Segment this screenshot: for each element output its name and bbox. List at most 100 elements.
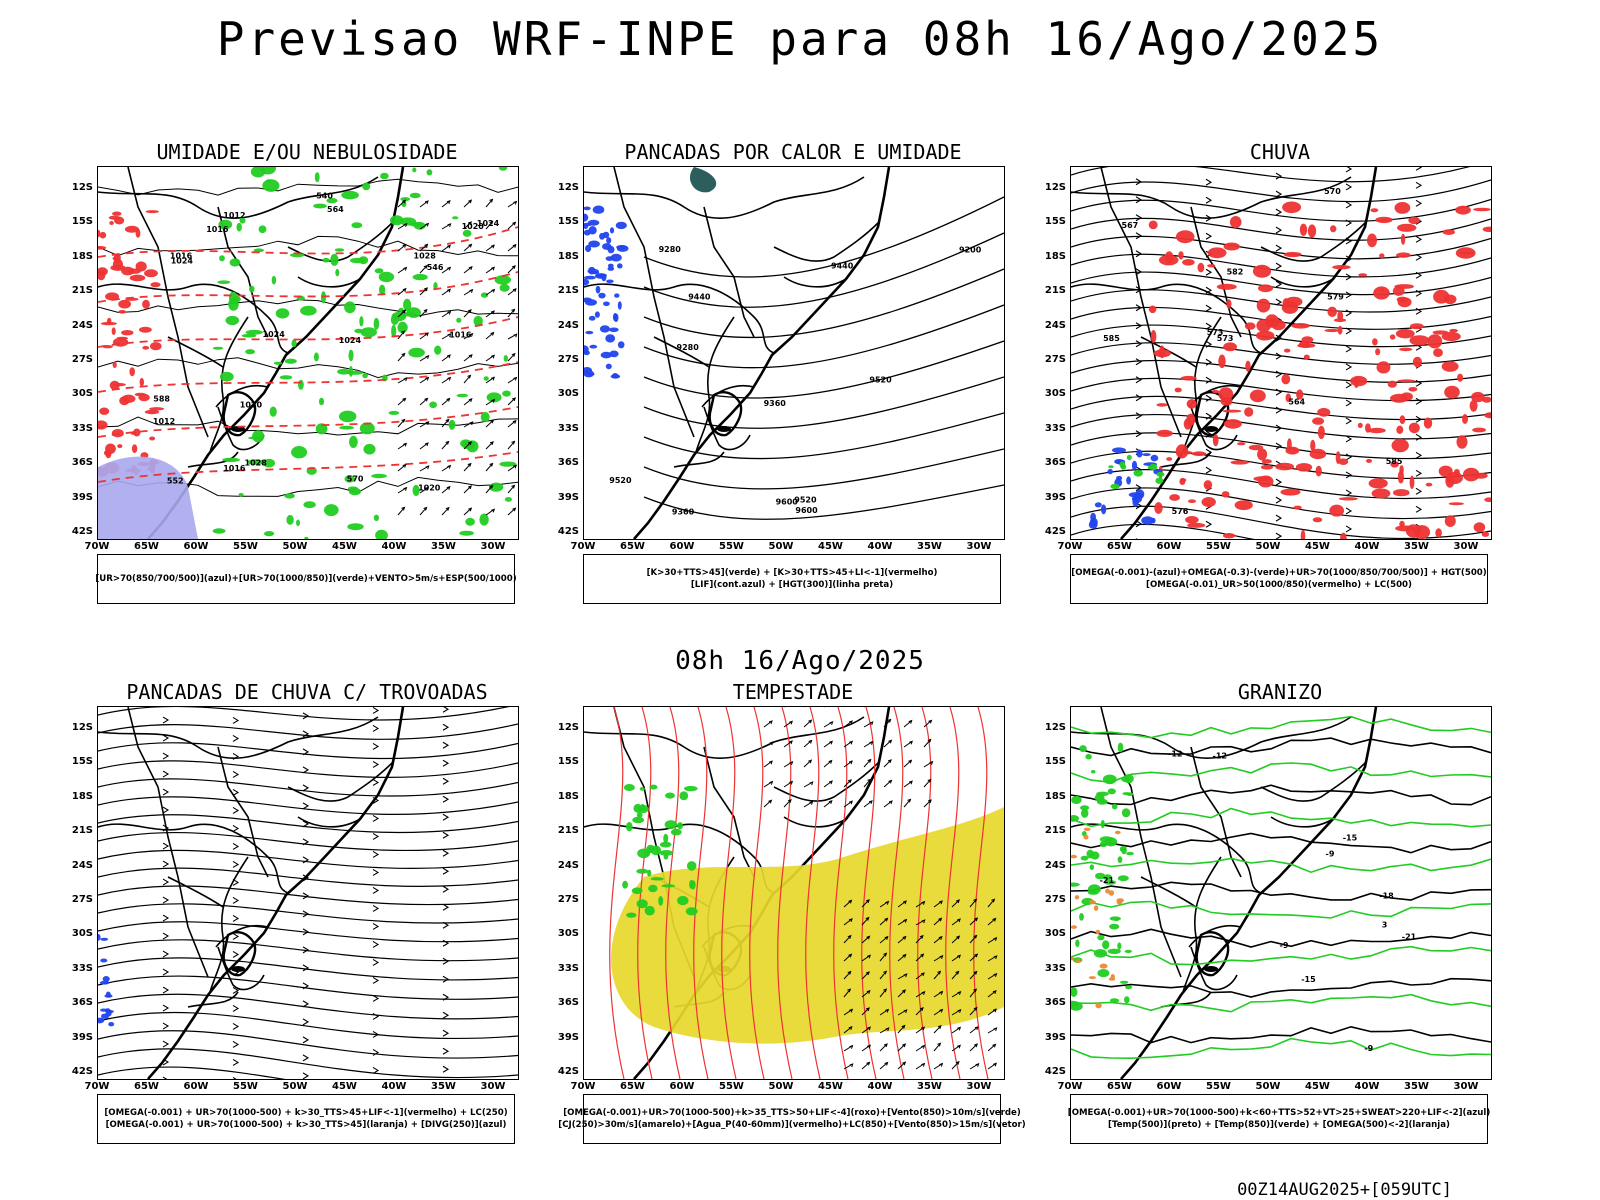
wind-vector — [507, 441, 515, 450]
lon-tick-label: 60W — [669, 1081, 695, 1092]
lon-tick-label: 30W — [966, 1081, 992, 1092]
contour-label: -21 — [1100, 876, 1115, 885]
green-humidity-cell — [462, 229, 472, 237]
red-humidity-cell — [149, 407, 165, 411]
green-humidity-cell — [296, 519, 300, 527]
green-humidity-cell — [219, 371, 234, 382]
wind-vector — [969, 898, 977, 908]
contour — [1071, 1037, 1491, 1060]
lat-tick-label: 30S — [71, 928, 93, 940]
lat-tick-label: 27S — [1044, 354, 1066, 365]
green-humidity-cell — [350, 257, 365, 264]
green-temp-cell — [1071, 987, 1078, 997]
hgt300-contour — [643, 448, 1004, 490]
red-humidity-cell — [116, 336, 128, 340]
lc850-streamline — [609, 707, 625, 1079]
streamline — [98, 723, 518, 740]
lat-tick-label: 15S — [557, 216, 579, 228]
lon-tick-label: 70W — [570, 1081, 596, 1092]
red-humidity-cell — [144, 409, 160, 415]
streamline — [98, 760, 518, 778]
blue-omega-cell — [1126, 476, 1131, 485]
legend-line: [OMEGA(-0.001)+UR>70(1000-500)+k>35_TTS>… — [563, 1108, 1021, 1118]
red-humidity-cell — [142, 299, 150, 309]
lc850-streamline — [637, 707, 653, 1079]
green-humidity-cell — [480, 292, 489, 298]
green-humidity-cell — [347, 523, 364, 531]
wind-vector — [933, 1025, 942, 1034]
green-wind-cell — [650, 877, 664, 881]
wind-vector — [763, 799, 772, 808]
green-humidity-cell — [212, 346, 224, 350]
wind-vector — [843, 988, 851, 998]
map-chuva: 585 585 579 576 573 573 570 567 564 582 — [1070, 166, 1492, 540]
lon-tick-label: 40W — [381, 541, 407, 552]
green-humidity-cell — [341, 190, 359, 200]
green-temp-cell — [1109, 998, 1120, 1003]
lon-tick-label: 55W — [233, 1081, 258, 1092]
red-rain-cell — [1484, 497, 1491, 502]
red-rain-cell — [1271, 319, 1286, 331]
lon-tick-label: 55W — [1206, 541, 1231, 552]
green-omega-cell — [1108, 465, 1114, 469]
red-humidity-cell — [112, 258, 123, 270]
green-humidity-cell — [379, 284, 386, 296]
wind-vector — [463, 244, 472, 252]
lc850-streamline — [693, 707, 709, 1079]
wind-vector — [463, 398, 473, 406]
wind-vector — [923, 779, 932, 788]
red-rain-cell — [1188, 499, 1196, 504]
green-humidity-cell — [258, 225, 267, 234]
red-rain-cell — [1337, 325, 1343, 335]
blue-lif-cell — [616, 245, 629, 252]
map-tempestade — [583, 706, 1005, 1080]
contour-label: 573 — [1217, 334, 1234, 343]
wind-vector — [987, 1044, 996, 1052]
green-humidity-cell — [324, 504, 339, 517]
red-rain-cell — [1164, 251, 1174, 264]
blue-divergence-cell — [98, 1017, 105, 1024]
lat-tick-label: 27S — [557, 894, 579, 905]
lon-tick-label: 65W — [620, 541, 645, 552]
panel-chuva: CHUVA 12S 15S 18S 21S 24S 27S 30S 33S 36S 39S 42S 70… — [1030, 140, 1530, 620]
contour-label: 1024 — [477, 219, 500, 228]
streamline — [1071, 271, 1491, 296]
red-humidity-cell — [98, 267, 108, 276]
wind-vector — [915, 1007, 924, 1016]
contour — [1071, 1025, 1491, 1044]
red-humidity-cell — [131, 444, 138, 453]
map-canvas — [98, 707, 518, 1079]
wind-vector — [861, 990, 871, 998]
wind-vector — [897, 936, 907, 944]
red-rain-cell — [1481, 531, 1490, 537]
red-rain-cell — [1395, 525, 1415, 532]
contour-label: 585 — [1103, 334, 1120, 343]
green-humidity-cell — [298, 379, 304, 390]
lon-tick-label: 60W — [1156, 1081, 1182, 1092]
green-humidity-cell — [314, 172, 320, 183]
lon-tick-label: 65W — [134, 541, 159, 552]
blue-lif-cell — [589, 344, 598, 349]
lon-tick-label: 55W — [719, 1081, 744, 1092]
red-rain-cell — [1453, 469, 1460, 476]
lon-tick-label: 40W — [867, 541, 893, 552]
green-humidity-cell — [222, 457, 240, 462]
green-omega-cell — [1120, 464, 1127, 470]
wind-vector — [397, 309, 406, 318]
streamline — [98, 742, 518, 760]
green-temp-cell — [1121, 776, 1130, 783]
blue-lif-cell — [609, 350, 619, 358]
contour-label: 570 — [347, 475, 364, 484]
green-humidity-cell — [322, 257, 330, 263]
lon-tick-label: 50W — [768, 541, 794, 552]
green-humidity-cell — [218, 219, 233, 230]
green-wind-cell — [670, 828, 682, 836]
lon-tick-label: 50W — [1255, 541, 1281, 552]
wind-vector — [507, 420, 517, 428]
green-humidity-cell — [349, 435, 358, 448]
wind-vector — [419, 398, 428, 406]
blue-lif-cell — [587, 268, 599, 274]
green-temp-cell — [1107, 948, 1121, 954]
lat-tick-label: 30S — [557, 928, 579, 940]
jet-stream-area — [611, 807, 1004, 1044]
